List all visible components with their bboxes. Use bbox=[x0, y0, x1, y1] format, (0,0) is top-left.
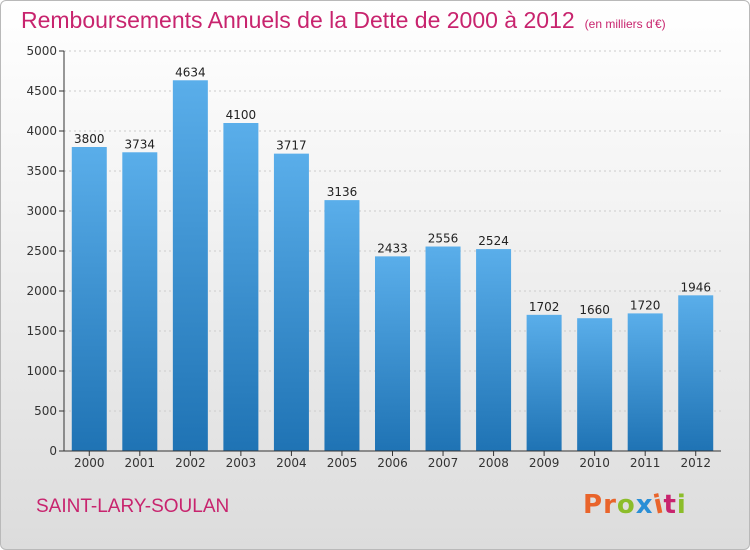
data-label: 2433 bbox=[377, 241, 408, 255]
data-label: 3800 bbox=[74, 132, 105, 146]
data-label: 4100 bbox=[226, 108, 257, 122]
bar bbox=[375, 256, 410, 451]
y-tick-label: 1500 bbox=[26, 324, 57, 338]
x-tick-label: 2003 bbox=[226, 456, 257, 470]
logo-letter: t bbox=[663, 490, 677, 520]
bar bbox=[122, 152, 158, 451]
logo-letter: P bbox=[583, 490, 604, 520]
chart-title-text: Remboursements Annuels de la Dette de 20… bbox=[21, 7, 575, 33]
data-label: 3717 bbox=[276, 139, 307, 153]
logo-letter: i bbox=[676, 490, 687, 520]
y-tick-label: 3000 bbox=[26, 204, 57, 218]
x-tick-label: 2009 bbox=[529, 456, 560, 470]
x-tick-label: 2005 bbox=[327, 456, 358, 470]
y-tick-label: 1000 bbox=[26, 364, 57, 378]
data-label: 3136 bbox=[327, 185, 358, 199]
bar bbox=[678, 295, 714, 451]
y-tick-label: 5000 bbox=[26, 44, 57, 58]
y-tick-label: 4000 bbox=[26, 124, 57, 138]
bar bbox=[324, 200, 360, 451]
x-tick-label: 2010 bbox=[579, 456, 610, 470]
chart-unit-note: (en milliers d'€) bbox=[584, 17, 666, 31]
x-tick-label: 2008 bbox=[478, 456, 509, 470]
data-label: 3734 bbox=[125, 137, 156, 151]
data-label: 1720 bbox=[630, 298, 661, 312]
bar bbox=[577, 318, 613, 451]
data-label: 4634 bbox=[175, 65, 206, 79]
logo-letter: r bbox=[603, 490, 617, 520]
x-tick-label: 2001 bbox=[125, 456, 156, 470]
x-tick-label: 2004 bbox=[276, 456, 307, 470]
y-tick-label: 3500 bbox=[26, 164, 57, 178]
bar bbox=[223, 123, 259, 451]
bar bbox=[627, 313, 663, 451]
bar bbox=[172, 80, 208, 451]
x-tick-label: 2000 bbox=[74, 456, 105, 470]
y-tick-label: 0 bbox=[49, 444, 57, 458]
y-tick-label: 500 bbox=[34, 404, 57, 418]
bar bbox=[526, 314, 562, 451]
bar bbox=[273, 153, 309, 451]
data-label: 1946 bbox=[680, 280, 711, 294]
logo-letter: o bbox=[616, 490, 636, 520]
data-label: 2524 bbox=[478, 234, 509, 248]
axes: 0 500 1000 1500 2000 2500 3000 3500 4000 4500 5000… bbox=[26, 44, 721, 470]
town-name: SAINT-LARY-SOULAN bbox=[36, 496, 230, 517]
x-tick-label: 2006 bbox=[377, 456, 408, 470]
logo-letter: x bbox=[635, 490, 654, 520]
bars bbox=[71, 80, 714, 451]
y-tick-label: 4500 bbox=[26, 84, 57, 98]
chart-title: Remboursements Annuels de la Dette de 20… bbox=[21, 7, 666, 34]
bar bbox=[71, 147, 107, 451]
data-label: 2556 bbox=[428, 232, 459, 246]
x-tick-label: 2011 bbox=[630, 456, 661, 470]
data-label: 1660 bbox=[579, 303, 610, 317]
proxiti-logo: Proxiti bbox=[583, 489, 687, 520]
x-tick-label: 2007 bbox=[428, 456, 459, 470]
bar bbox=[476, 249, 512, 451]
data-label: 1702 bbox=[529, 300, 560, 314]
y-tick-label: 2000 bbox=[26, 284, 57, 298]
x-tick-label: 2012 bbox=[680, 456, 711, 470]
bar bbox=[425, 246, 461, 451]
x-tick-label: 2002 bbox=[175, 456, 206, 470]
y-tick-label: 2500 bbox=[26, 244, 57, 258]
data-labels: 3800 3734 4634 4100 3717 3136 2433 2556 2524 1702… bbox=[74, 65, 711, 317]
